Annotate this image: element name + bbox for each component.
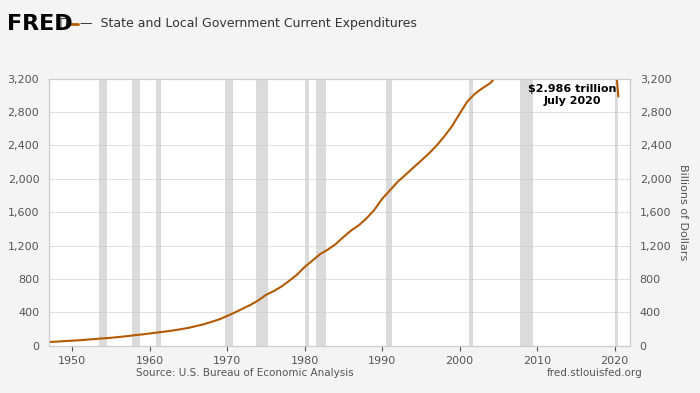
Bar bbox=[256, 79, 268, 346]
Text: Source: U.S. Bureau of Economic Analysis: Source: U.S. Bureau of Economic Analysis bbox=[136, 368, 354, 378]
Bar bbox=[469, 79, 473, 346]
Bar bbox=[304, 79, 309, 346]
Text: $2.986 trillion
July 2020: $2.986 trillion July 2020 bbox=[528, 84, 616, 106]
Text: fred.stlouisfed.org: fred.stlouisfed.org bbox=[547, 368, 643, 378]
Bar bbox=[519, 79, 533, 346]
Bar bbox=[155, 79, 161, 346]
Bar bbox=[132, 79, 140, 346]
Bar bbox=[615, 79, 618, 346]
Bar bbox=[99, 79, 107, 346]
Text: FRED: FRED bbox=[7, 14, 73, 33]
Text: —  State and Local Government Current Expenditures: — State and Local Government Current Exp… bbox=[80, 17, 417, 30]
Y-axis label: Billions of Dollars: Billions of Dollars bbox=[678, 164, 688, 260]
Bar bbox=[225, 79, 233, 346]
Bar bbox=[316, 79, 326, 346]
Bar bbox=[386, 79, 392, 346]
Text: 📈: 📈 bbox=[60, 17, 67, 30]
